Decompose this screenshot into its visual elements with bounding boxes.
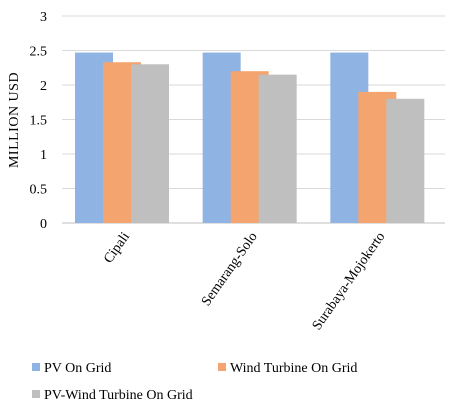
y-axis-label: MILLION USD [7,72,22,168]
legend-label: Wind Turbine On Grid [230,361,357,376]
y-tick-label: 2 [40,79,47,94]
x-category-labels: Cipali Semarang-Solo Surabaya-Mojokerto [101,230,388,334]
y-tick-label: 0 [40,217,47,232]
x-category-label: Cipali [101,230,133,267]
y-tick-label: 1.5 [30,114,48,129]
y-tick-label: 0.5 [30,183,48,198]
x-category-label: Semarang-Solo [199,230,261,309]
bar [131,64,169,223]
y-tick-label: 3 [40,10,47,25]
legend-swatch [32,390,40,398]
legend-label: PV On Grid [44,361,111,376]
legend-swatch [218,363,226,371]
legend-swatch [32,363,40,371]
y-tick-label: 1 [40,148,47,163]
legend: PV On Grid Wind Turbine On Grid PV-Wind Tu… [32,361,357,403]
bar [386,98,425,223]
y-tick-label: 2.5 [30,45,48,60]
bars [75,52,425,224]
x-category-label: Surabaya-Mojokerto [310,230,389,334]
bar [258,74,297,224]
legend-label: PV-Wind Turbine On Grid [44,388,193,403]
y-tick-labels: 0 0.5 1 1.5 2 2.5 3 [30,10,48,232]
